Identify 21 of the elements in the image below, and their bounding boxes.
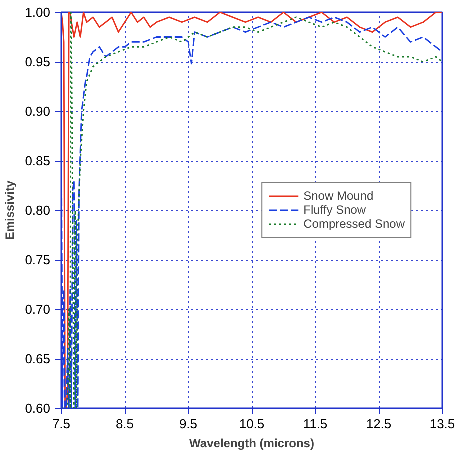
legend-label: Compressed Snow (304, 217, 405, 231)
y-tick-label: 0.80 (25, 203, 51, 218)
x-tick-label: 7.5 (52, 416, 71, 432)
x-tick-label: 8.5 (116, 416, 134, 432)
y-tick-label: 0.65 (25, 352, 51, 366)
y-tick-label: 0.95 (25, 54, 51, 70)
y-tick-label: 0.90 (25, 104, 51, 119)
x-tick-label: 10.5 (239, 416, 265, 432)
y-tick-label: 0.85 (25, 154, 51, 168)
x-tick-label: 13.5 (430, 416, 456, 432)
y-tick-label: 0.60 (25, 401, 51, 416)
x-tick-label: 9.5 (179, 416, 198, 432)
legend-label: Fluffy Snow (304, 203, 366, 217)
x-tick-label: 12.5 (366, 416, 392, 432)
x-axis-title: Wavelength (microns) (190, 436, 314, 450)
y-tick-label: 0.75 (25, 252, 51, 268)
legend-label: Snow Mound (304, 189, 374, 203)
y-axis-title: Emissivity (3, 180, 18, 240)
y-tick-label: 0.70 (25, 302, 51, 317)
x-tick-label: 11.5 (303, 416, 328, 432)
y-tick-label: 1.00 (25, 5, 51, 20)
